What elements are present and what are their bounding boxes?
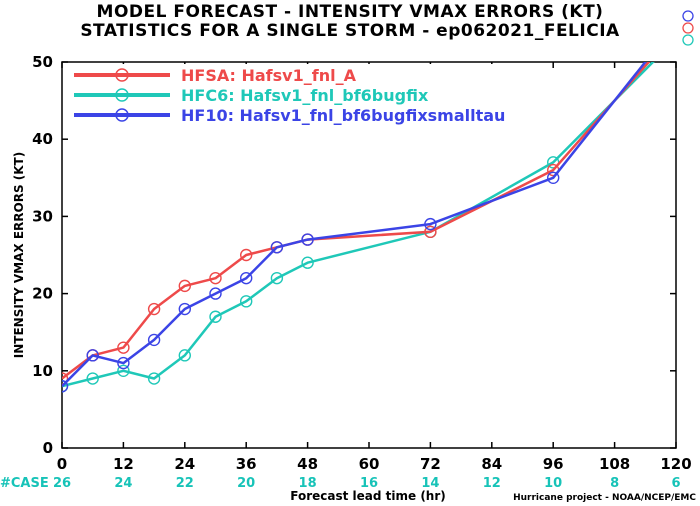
chart-title: MODEL FORECAST - INTENSITY VMAX ERRORS (… [96, 2, 604, 22]
data-point-hf10 [547, 171, 560, 185]
y-tick-label: 50 [32, 53, 53, 71]
corner-marker-hfc6 [682, 34, 694, 46]
y-tick-label: 40 [32, 130, 53, 148]
x-tick-label: 24 [174, 455, 195, 473]
data-point-hf10 [424, 217, 437, 231]
credit-text: Hurricane project - NOAA/NCEP/EMC [513, 493, 696, 503]
data-point-hfc6 [86, 372, 99, 385]
x-tick-label: 48 [297, 455, 318, 473]
y-tick-label: 10 [32, 362, 53, 380]
case-count: 26 [53, 476, 71, 491]
data-point-hfc6 [147, 372, 161, 385]
series-layer [62, 18, 682, 393]
data-point-hfsa [178, 279, 192, 293]
x-tick-label: 84 [481, 455, 502, 473]
data-point-hfc6 [178, 349, 192, 362]
x-tick-label: 120 [660, 455, 691, 473]
corner-marker-hf10 [682, 10, 694, 22]
data-point-hf10 [62, 380, 69, 393]
y-axis: 0 10 20 30 40 50 [32, 53, 676, 457]
legend-marker [115, 88, 129, 102]
case-values: 26 24 22 20 18 16 14 12 10 8 6 [53, 476, 681, 491]
x-tick-label: 60 [359, 455, 380, 473]
data-point-hfsa [239, 248, 253, 262]
case-count: 22 [176, 476, 194, 491]
x-tick-label: 96 [543, 455, 564, 473]
x-tick-label: 12 [113, 455, 134, 473]
data-point-hf10 [209, 287, 222, 300]
data-point-hfc6 [209, 310, 222, 323]
data-point-hfsa [671, 26, 682, 37]
data-point-hfc6 [239, 295, 253, 308]
data-point-hf10 [86, 349, 99, 362]
data-point-hf10 [239, 271, 253, 285]
y-tick-label: 30 [32, 207, 53, 225]
data-point-hfsa [62, 372, 69, 385]
legend-marker [115, 108, 129, 122]
legend-label: HFSA: Hafsv1_fnl_A [181, 66, 357, 85]
x-tick-label: 108 [599, 455, 630, 473]
case-count: 10 [544, 476, 562, 491]
data-point-hfsa [117, 341, 130, 354]
case-count: 6 [671, 476, 680, 491]
data-point-hf10 [270, 241, 284, 254]
data-point-hfsa [424, 225, 437, 239]
data-point-hf10 [178, 302, 192, 316]
x-tick-label: 0 [57, 455, 67, 473]
case-count: 8 [610, 476, 619, 491]
legend-label: HF10: Hafsv1_fnl_bf6bugfixsmalltau [181, 106, 505, 125]
x-tick-label: 36 [236, 455, 257, 473]
legend-entry-hfc6: HFC6: Hafsv1_fnl_bf6bugfix [74, 86, 429, 105]
corner-markers [682, 10, 694, 46]
case-label: #CASE [0, 476, 49, 491]
data-point-hf10 [301, 233, 314, 246]
case-count: 24 [114, 476, 132, 491]
legend-marker [115, 68, 129, 82]
legend-entry-hfsa: HFSA: Hafsv1_fnl_A [74, 66, 357, 85]
case-count: 16 [360, 476, 378, 491]
case-count: 14 [421, 476, 439, 491]
y-tick-label: 20 [32, 285, 53, 303]
legend-entry-hf10: HF10: Hafsv1_fnl_bf6bugfixsmalltau [74, 106, 505, 125]
corner-marker-hfsa [682, 22, 694, 34]
y-tick-label: 0 [43, 439, 53, 457]
legend-label: HFC6: Hafsv1_fnl_bf6bugfix [181, 86, 429, 105]
x-axis-title: Forecast lead time (hr) [290, 489, 446, 503]
data-point-hf10 [117, 356, 130, 370]
data-point-hf10 [147, 333, 161, 347]
y-axis-title: INTENSITY VMAX ERRORS (KT) [12, 152, 26, 358]
data-point-hfsa [209, 271, 222, 285]
case-count: 20 [237, 476, 255, 491]
chart-subtitle: STATISTICS FOR A SINGLE STORM - ep062021… [80, 21, 620, 41]
x-tick-label: 72 [420, 455, 441, 473]
data-point-hfsa [147, 302, 161, 316]
data-point-hf10 [671, 18, 682, 29]
data-point-hfc6 [671, 33, 682, 44]
data-point-hfc6 [270, 271, 284, 285]
series-hf10 [62, 18, 682, 393]
data-point-hfc6 [117, 364, 130, 377]
case-count: 18 [299, 476, 317, 491]
case-count: 12 [483, 476, 501, 491]
data-point-hfc6 [301, 256, 314, 269]
